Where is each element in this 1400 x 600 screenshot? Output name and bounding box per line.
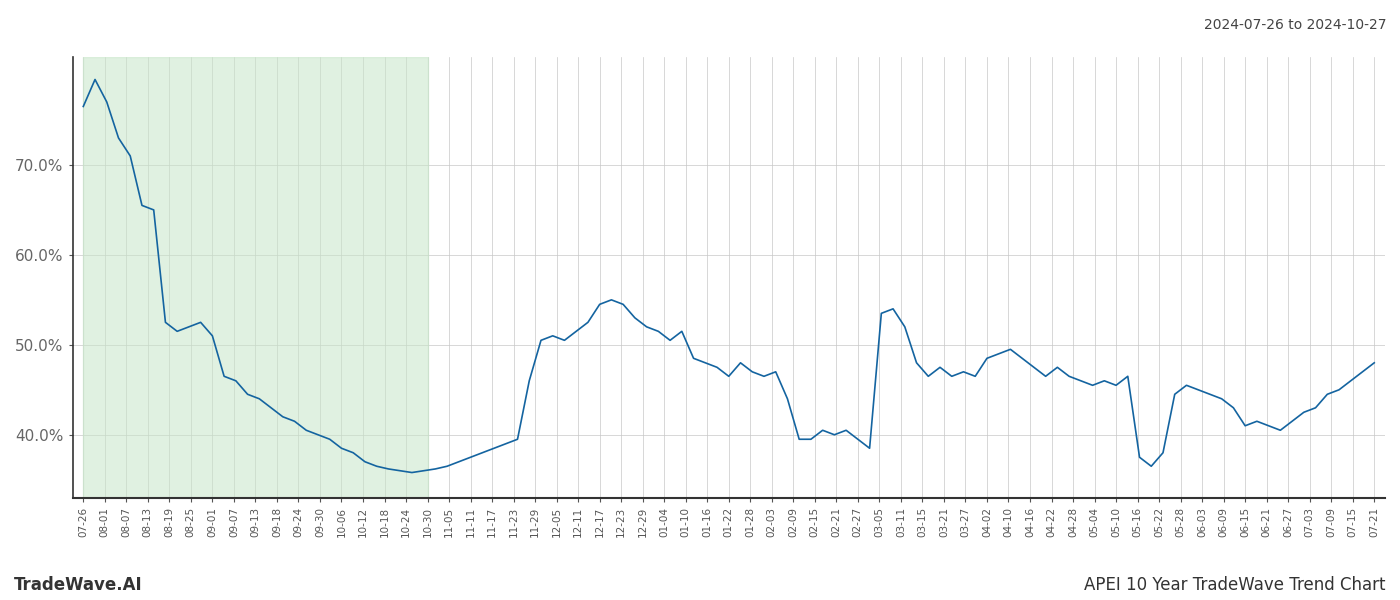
- Text: 2024-07-26 to 2024-10-27: 2024-07-26 to 2024-10-27: [1204, 18, 1386, 32]
- Text: TradeWave.AI: TradeWave.AI: [14, 576, 143, 594]
- Text: APEI 10 Year TradeWave Trend Chart: APEI 10 Year TradeWave Trend Chart: [1085, 576, 1386, 594]
- Bar: [83, 57, 427, 498]
